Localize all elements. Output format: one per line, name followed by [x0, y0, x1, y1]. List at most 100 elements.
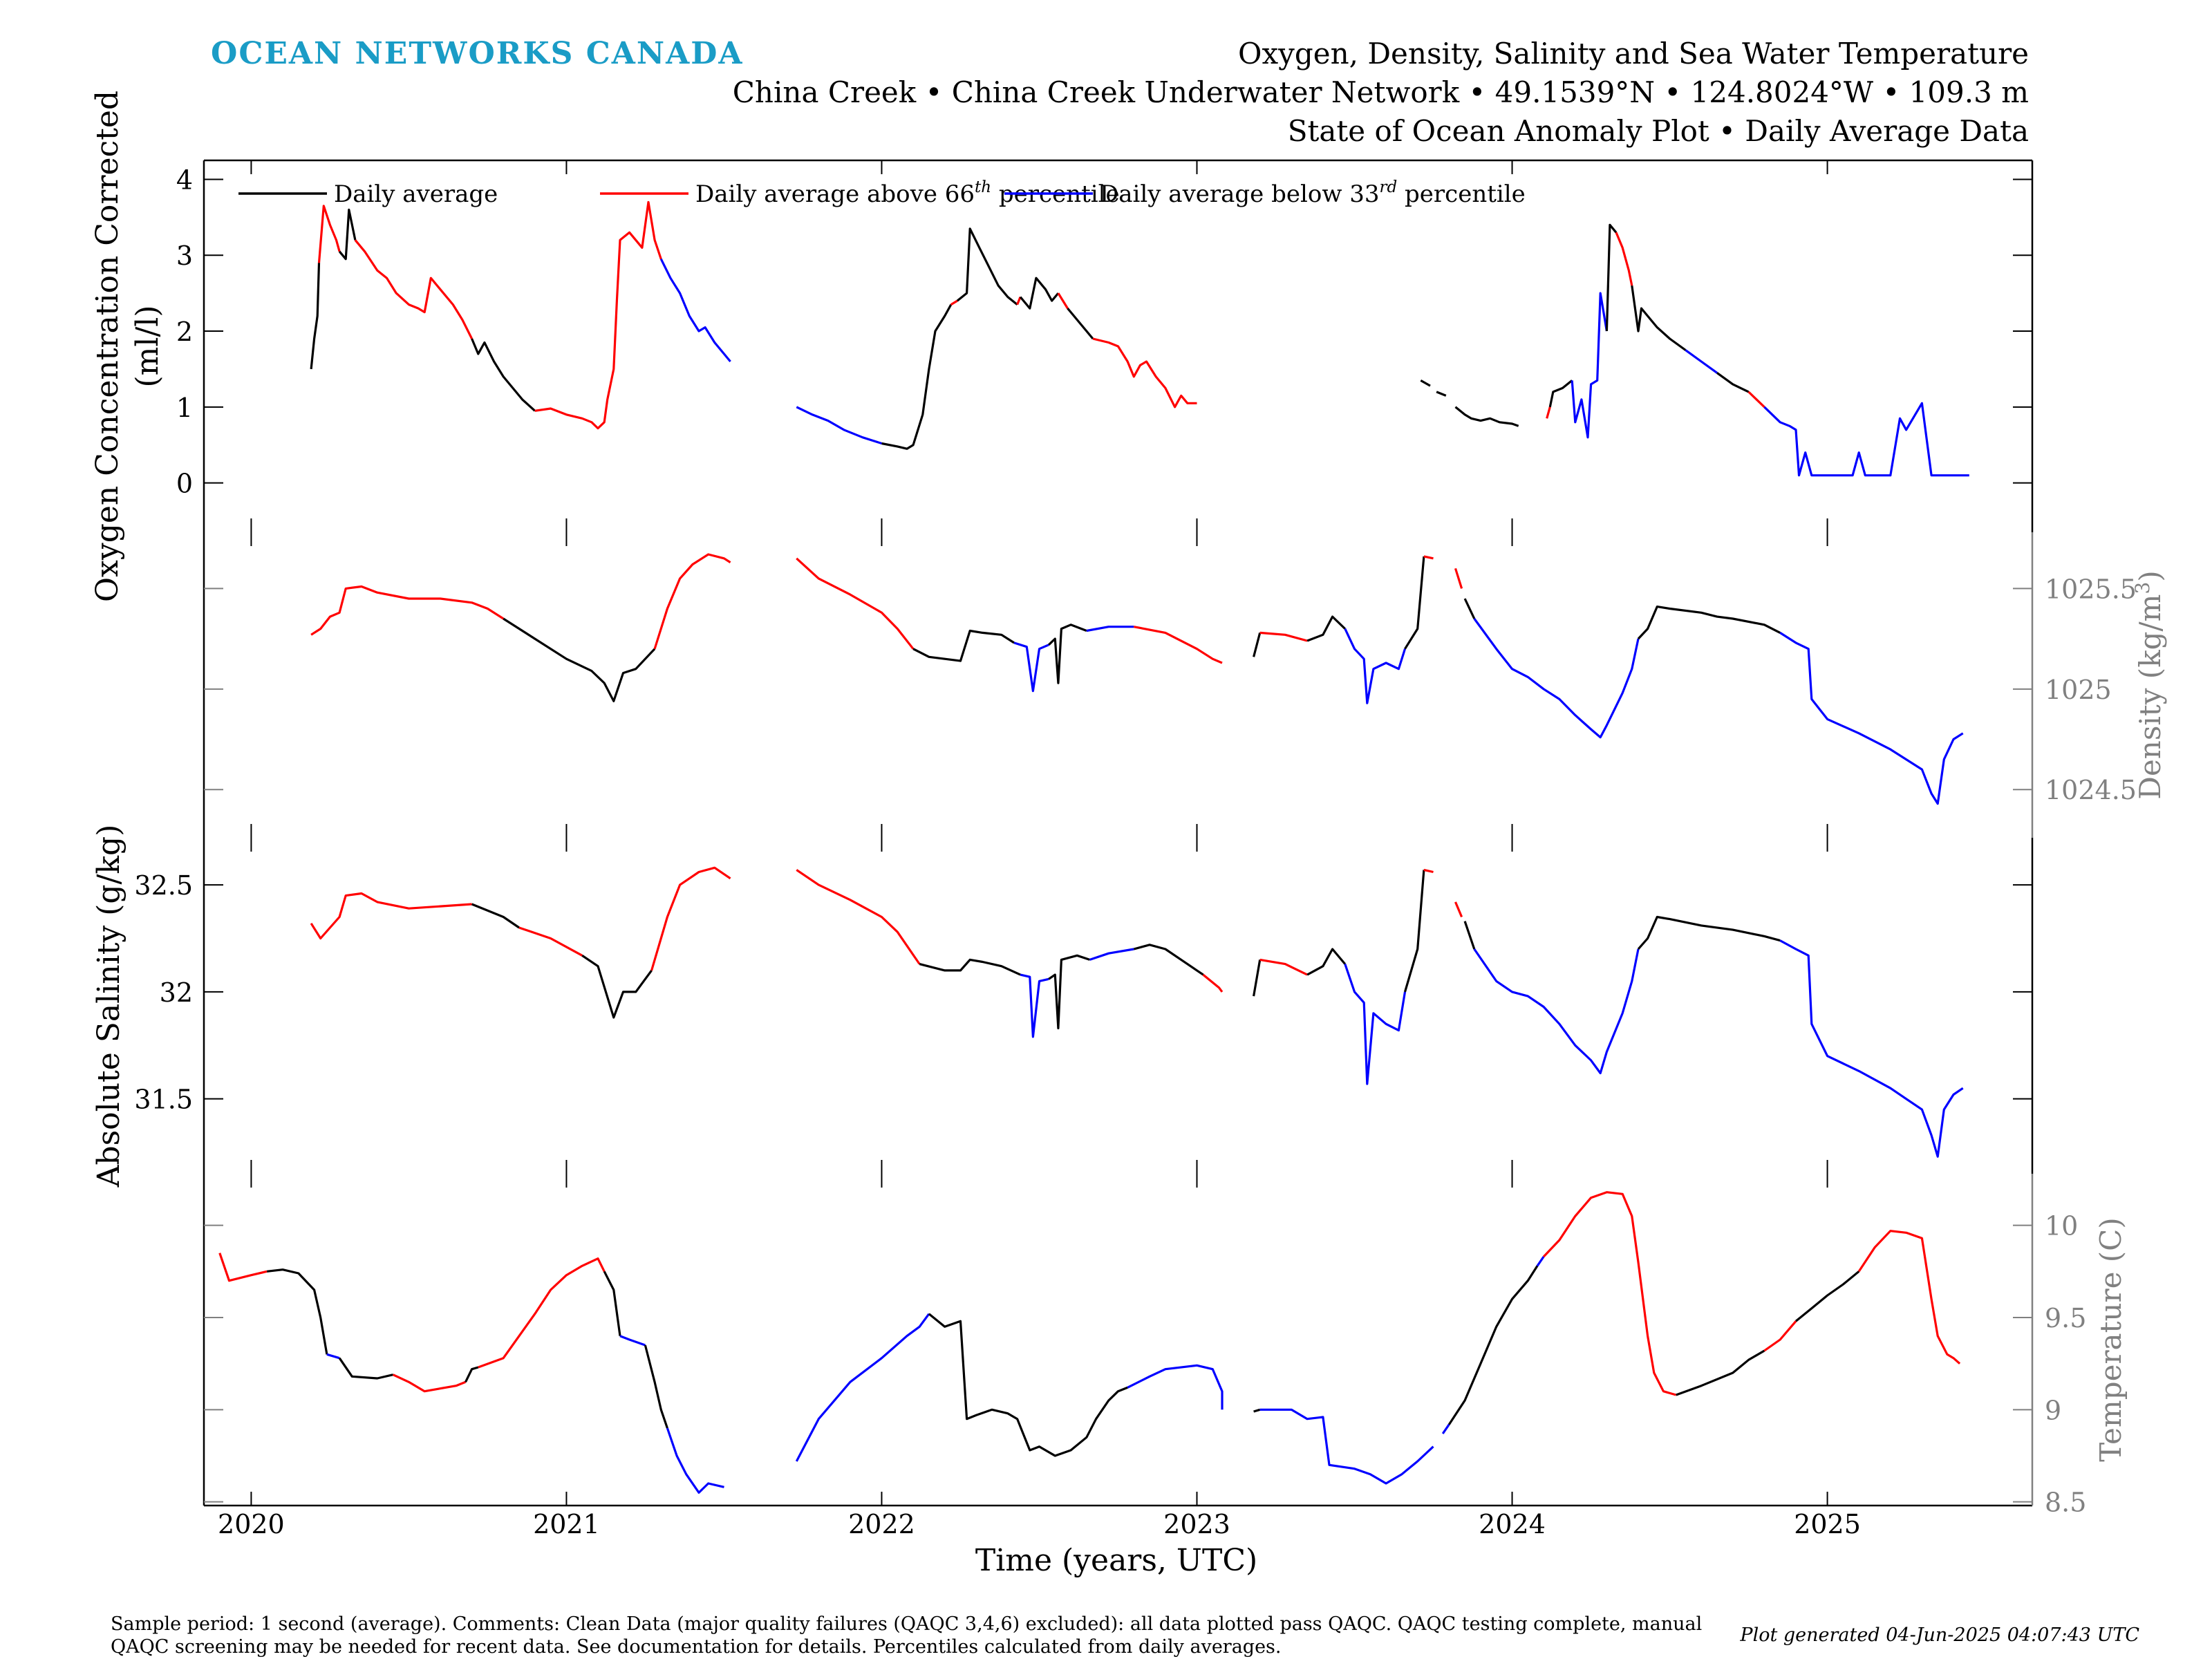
- legend-entry-sup: rd: [1380, 178, 1398, 196]
- salinity-series-segment: [1048, 954, 1091, 1030]
- legend-entry-text: Daily average below 33: [1100, 180, 1380, 208]
- density-y-axis-label-text: Density (kg/m: [2133, 594, 2167, 799]
- oxygen-series-segment: [1631, 285, 1687, 351]
- oxygen-series-segment: [1571, 292, 1608, 439]
- oxygen-series-segment: [1605, 223, 1618, 332]
- temperature-series-segment: [267, 1268, 328, 1355]
- density-series-segment: [1306, 615, 1346, 642]
- oxygen-y-tick-label: 2: [176, 317, 193, 347]
- temperature-y-tick-label: 10: [2045, 1211, 2078, 1241]
- legend-entry-label: Daily average below 33rd percentile: [1100, 178, 1526, 208]
- oxygen-series-segment: [471, 338, 536, 412]
- temperature-series-segment: [1676, 1349, 1765, 1396]
- x-tick-label: 2022: [848, 1509, 915, 1539]
- salinity-series-segment: [1454, 901, 1463, 918]
- x-tick-label: 2023: [1163, 1509, 1230, 1539]
- oxygen-series-segment: [534, 200, 662, 430]
- density-series-segment: [1779, 632, 1964, 805]
- temperature-series-segment: [1447, 1265, 1539, 1425]
- x-axis: 2020 2021 2022 2023 2024 2025: [218, 1509, 1861, 1539]
- chart-header: OCEAN NETWORKS CANADA Oxygen, Density, S…: [211, 36, 2029, 148]
- chart-subtitle-type: State of Ocean Anomaly Plot • Daily Aver…: [1288, 114, 2029, 148]
- legend-entry-text: Daily average above 66: [695, 180, 975, 208]
- salinity-series-segment: [1473, 948, 1640, 1075]
- temperature-series-segment: [326, 1353, 340, 1360]
- salinity-series-segment: [310, 892, 472, 940]
- oxygen-series-segment: [1548, 379, 1573, 408]
- legend-entry-suffix: percentile: [1397, 180, 1526, 208]
- salinity-panel: 31.5 32 32.5 Absolute Salinity (g/kg): [91, 825, 2032, 1188]
- chart-subtitle-location: China Creek • China Creek Underwater Net…: [733, 75, 2029, 109]
- density-y-axis-label: Density (kg/m3): [2131, 570, 2167, 799]
- footer-generated-timestamp: Plot generated 04-Jun-2025 04:07:43 UTC: [1739, 1624, 2139, 1646]
- salinity-series-segment: [1779, 939, 1964, 1158]
- density-series-segment: [1344, 628, 1407, 704]
- density-y-axis-label-suffix: ): [2133, 570, 2167, 581]
- legend: Daily average Daily average above 66th pe…: [238, 178, 1526, 208]
- temperature-series-segment: [465, 1366, 479, 1383]
- oxygen-series-segment: [1716, 372, 1750, 393]
- oxygen-series-segment: [1546, 406, 1551, 419]
- oxygen-series-segment: [1615, 232, 1633, 286]
- density-y-tick-label: 1025: [2045, 675, 2112, 705]
- temperature-series-segment: [928, 1313, 1128, 1457]
- density-series-segment: [1463, 598, 1476, 619]
- temperature-series-segment: [619, 1335, 646, 1347]
- salinity-series-segment: [1133, 944, 1204, 976]
- oxygen-series-segment: [1019, 276, 1060, 310]
- temperature-panel: 8.5 9 9.5 10 Temperature (C): [204, 1174, 2128, 1518]
- ocean-networks-canada-logo: OCEAN NETWORKS CANADA: [211, 36, 744, 71]
- salinity-series-segment: [471, 903, 520, 929]
- temperature-series-segment: [795, 1313, 930, 1462]
- oxygen-series-segment: [1763, 402, 1969, 477]
- oxygen-series-segment: [1057, 292, 1069, 309]
- oxygen-series-segment: [950, 299, 958, 306]
- oxygen-series-segment: [956, 227, 1018, 306]
- temperature-series-segment: [1542, 1191, 1677, 1396]
- temperature-series-segment: [1127, 1364, 1224, 1410]
- x-axis-label: Time (years, UTC): [975, 1543, 1257, 1578]
- oxygen-series-segment: [310, 263, 321, 370]
- temperature-series-segment: [338, 1357, 393, 1380]
- salinity-series-segment: [1423, 868, 1434, 874]
- salinity-series-segment: [1637, 915, 1781, 950]
- temperature-y-tick-label: 9: [2045, 1395, 2061, 1425]
- temperature-series-segment: [1857, 1230, 1961, 1365]
- density-series-segment: [1048, 624, 1087, 684]
- salinity-series-segment: [1020, 973, 1049, 1038]
- density-series-segment: [310, 585, 505, 636]
- temperature-series-segment: [1763, 1320, 1797, 1352]
- temperature-series-segment: [1259, 1408, 1434, 1485]
- oxygen-panel: 0 1 2 3 4 Oxygen Concentration Corrected (ml/l…: [90, 91, 2032, 602]
- temperature-series-segment: [603, 1271, 621, 1336]
- salinity-series-segment: [919, 958, 1021, 976]
- salinity-series-segment: [1306, 948, 1347, 976]
- temperature-series-segment: [392, 1374, 467, 1393]
- density-y-tick-label: 1025.5: [2045, 574, 2137, 604]
- chart-title: Oxygen, Density, Salinity and Sea Water …: [1238, 37, 2029, 71]
- oxygen-series-segment: [881, 303, 953, 450]
- temperature-y-tick-label: 9.5: [2045, 1303, 2086, 1333]
- oxygen-y-axis-label: Oxygen Concentration Corrected (ml/l): [90, 91, 165, 602]
- salinity-series-segment: [518, 926, 583, 957]
- oxygen-series-segment: [1067, 308, 1094, 340]
- density-series-segment: [1473, 618, 1640, 739]
- oxygen-series-segment: [1454, 406, 1519, 427]
- density-series-segment: [503, 617, 656, 702]
- salinity-series-segment: [796, 869, 921, 965]
- density-series-segment: [1134, 626, 1223, 664]
- oxygen-y-axis-label-line1: Oxygen Concentration Corrected: [90, 91, 125, 602]
- salinity-y-axis-label: Absolute Salinity (g/kg): [91, 825, 126, 1188]
- oxygen-series-segment: [338, 208, 357, 261]
- density-series-segment: [1423, 555, 1434, 560]
- oxygen-y-axis-label-line2: (ml/l): [130, 305, 165, 387]
- x-tick-label: 2021: [533, 1509, 600, 1539]
- oxygen-series-segment: [1685, 349, 1718, 374]
- oxygen-y-tick-label: 4: [176, 165, 193, 195]
- density-series-segment: [1637, 605, 1781, 640]
- density-series-segment: [1404, 556, 1425, 650]
- temperature-series-segment: [218, 1253, 268, 1282]
- footer-comments-line2: QAQC screening may be needed for recent …: [111, 1636, 1282, 1658]
- salinity-series-segment: [1463, 921, 1476, 950]
- oxygen-series-segment: [1092, 337, 1197, 409]
